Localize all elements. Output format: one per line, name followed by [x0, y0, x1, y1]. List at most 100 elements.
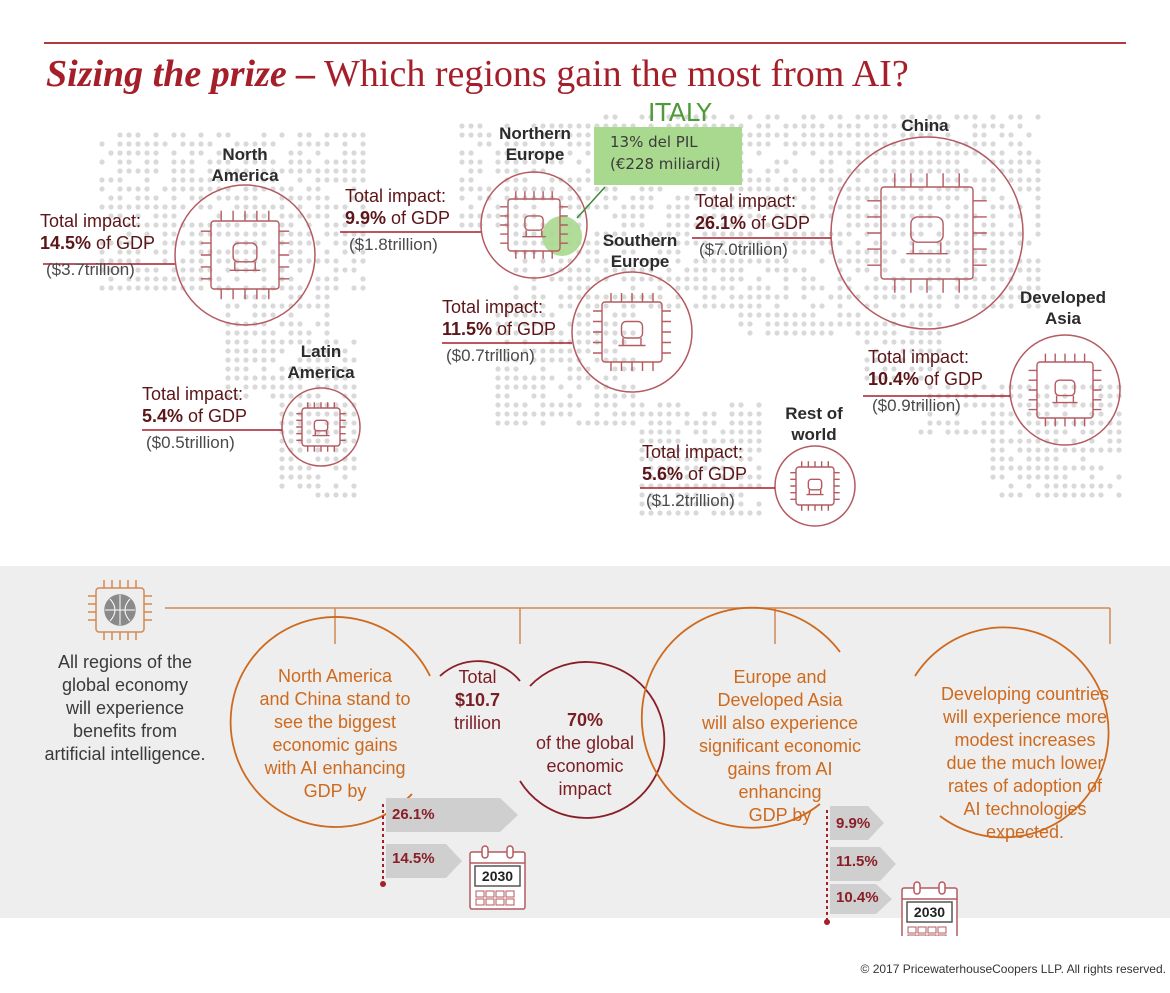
map-dot: [756, 429, 762, 435]
impact-of: of GDP: [91, 233, 156, 253]
map-dot: [621, 231, 627, 237]
map-dot: [459, 195, 465, 201]
map-dot: [666, 438, 672, 444]
map-dot: [855, 267, 861, 273]
map-dot: [693, 510, 699, 516]
map-dot: [504, 348, 510, 354]
map-dot: [918, 339, 924, 345]
map-dot: [567, 393, 573, 399]
map-dot: [999, 492, 1005, 498]
map-dot: [1026, 159, 1032, 165]
map-dot: [594, 303, 600, 309]
map-dot: [225, 159, 231, 165]
map-dot: [819, 231, 825, 237]
map-dot: [729, 420, 735, 426]
map-dot: [774, 168, 780, 174]
map-dot: [891, 150, 897, 156]
map-dot: [459, 150, 465, 156]
map-dot: [756, 285, 762, 291]
impact-gdp: 5.6% of GDP: [642, 463, 747, 485]
map-dot: [513, 411, 519, 417]
map-dot: [891, 195, 897, 201]
map-dot: [621, 330, 627, 336]
region-name-line: Asia: [1045, 309, 1081, 328]
map-dot: [882, 321, 888, 327]
map-dot: [567, 141, 573, 147]
map-dot: [531, 168, 537, 174]
map-dot: [324, 276, 330, 282]
map-dot: [711, 285, 717, 291]
map-dot: [684, 474, 690, 480]
impact-value: ($7.0trillion): [699, 240, 788, 259]
map-dot: [162, 276, 168, 282]
map-dot: [792, 249, 798, 255]
map-dot: [999, 384, 1005, 390]
map-dot: [756, 420, 762, 426]
map-dot: [153, 222, 159, 228]
map-dot: [747, 429, 753, 435]
map-dot: [108, 276, 114, 282]
map-dot: [270, 384, 276, 390]
map-dot: [999, 240, 1005, 246]
map-dot: [666, 303, 672, 309]
map-dot: [639, 267, 645, 273]
map-dot: [882, 150, 888, 156]
map-dot: [1017, 402, 1023, 408]
map-dot: [639, 213, 645, 219]
map-dot: [153, 168, 159, 174]
map-dot: [342, 366, 348, 372]
map-dot: [774, 303, 780, 309]
map-dot: [918, 366, 924, 372]
map-dot: [252, 231, 258, 237]
map-dot: [792, 312, 798, 318]
map-dot: [882, 375, 888, 381]
map-dot: [513, 222, 519, 228]
map-dot: [171, 213, 177, 219]
map-dot: [504, 123, 510, 129]
map-dot: [828, 150, 834, 156]
map-dot: [1089, 483, 1095, 489]
map-dot: [144, 267, 150, 273]
map-dot: [144, 150, 150, 156]
map-dot: [99, 267, 105, 273]
map-dot: [621, 213, 627, 219]
map-dot: [468, 159, 474, 165]
map-dot: [918, 150, 924, 156]
map-dot: [288, 231, 294, 237]
map-dot: [513, 321, 519, 327]
map-dot: [936, 168, 942, 174]
map-dot: [513, 303, 519, 309]
map-dot: [99, 285, 105, 291]
china-circle: [830, 136, 1024, 330]
map-dot: [729, 204, 735, 210]
map-dot: [342, 384, 348, 390]
map-dot: [153, 285, 159, 291]
map-dot: [1026, 447, 1032, 453]
map-dot: [900, 312, 906, 318]
map-dot: [504, 186, 510, 192]
map-dot: [324, 411, 330, 417]
map-dot: [297, 285, 303, 291]
map-dot: [981, 177, 987, 183]
map-dot: [1080, 465, 1086, 471]
map-dot: [207, 168, 213, 174]
map-dot: [1008, 303, 1014, 309]
map-dot: [756, 312, 762, 318]
map-dot: [540, 420, 546, 426]
map-dot: [720, 303, 726, 309]
map-dot: [360, 276, 366, 282]
map-dot: [351, 393, 357, 399]
map-dot: [261, 258, 267, 264]
map-dot: [900, 159, 906, 165]
map-dot: [135, 186, 141, 192]
left-dot: [380, 881, 386, 887]
map-dot: [261, 348, 267, 354]
map-dot: [603, 420, 609, 426]
map-dot: [855, 312, 861, 318]
map-dot: [1107, 447, 1113, 453]
map-dot: [810, 123, 816, 129]
map-dot: [711, 267, 717, 273]
map-dot: [1017, 438, 1023, 444]
map-dot: [225, 375, 231, 381]
map-dot: [801, 276, 807, 282]
